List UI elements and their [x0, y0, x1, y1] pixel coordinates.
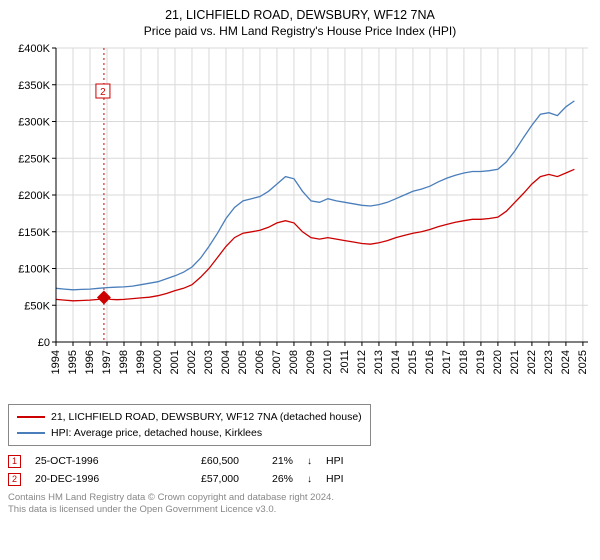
svg-text:2001: 2001: [169, 350, 181, 374]
legend-swatch: [17, 432, 45, 434]
legend-item: HPI: Average price, detached house, Kirk…: [17, 425, 362, 441]
transaction-row: 1 25-OCT-1996 £60,500 21% ↓ HPI: [8, 452, 592, 470]
svg-text:2002: 2002: [186, 350, 198, 374]
svg-text:2007: 2007: [271, 350, 283, 374]
transaction-pct: 26%: [253, 473, 293, 485]
transaction-row: 2 20-DEC-1996 £57,000 26% ↓ HPI: [8, 470, 592, 488]
footer-line1: Contains HM Land Registry data © Crown c…: [8, 492, 592, 504]
legend: 21, LICHFIELD ROAD, DEWSBURY, WF12 7NA (…: [8, 404, 371, 446]
svg-text:£50K: £50K: [24, 300, 50, 312]
svg-text:2025: 2025: [577, 350, 589, 374]
transaction-date: 20-DEC-1996: [35, 473, 145, 485]
svg-text:2021: 2021: [509, 350, 521, 374]
svg-text:£200K: £200K: [18, 190, 50, 202]
svg-text:£0: £0: [38, 337, 50, 349]
transaction-date: 25-OCT-1996: [35, 455, 145, 467]
svg-text:2006: 2006: [254, 350, 266, 374]
footer-attribution: Contains HM Land Registry data © Crown c…: [8, 492, 592, 516]
price-chart: £0 £50K £100K £150K £200K £250K £300K £350K £400…: [8, 42, 592, 398]
svg-text:£400K: £400K: [18, 43, 50, 55]
legend-label: HPI: Average price, detached house, Kirk…: [51, 425, 262, 441]
svg-text:1997: 1997: [101, 350, 113, 374]
transactions-table: 1 25-OCT-1996 £60,500 21% ↓ HPI 2 20-DEC-1996 £5…: [8, 452, 592, 488]
transaction-suffix: HPI: [326, 473, 344, 485]
legend-swatch: [17, 416, 45, 418]
svg-text:£150K: £150K: [18, 227, 50, 239]
svg-text:2022: 2022: [526, 350, 538, 374]
transaction-price: £57,000: [159, 473, 239, 485]
svg-text:2005: 2005: [237, 350, 249, 374]
svg-text:2009: 2009: [305, 350, 317, 374]
title-sub: Price paid vs. HM Land Registry's House …: [8, 24, 592, 38]
arrow-down-icon: ↓: [307, 456, 312, 467]
svg-text:2019: 2019: [475, 350, 487, 374]
svg-text:2014: 2014: [390, 350, 402, 374]
svg-text:£350K: £350K: [18, 80, 50, 92]
svg-text:2010: 2010: [322, 350, 334, 374]
svg-text:2016: 2016: [424, 350, 436, 374]
footer-line2: This data is licensed under the Open Gov…: [8, 504, 592, 516]
svg-text:2012: 2012: [356, 350, 368, 374]
transaction-pct: 21%: [253, 455, 293, 467]
svg-text:2023: 2023: [543, 350, 555, 374]
svg-text:1996: 1996: [84, 350, 96, 374]
svg-text:1999: 1999: [135, 350, 147, 374]
svg-text:1995: 1995: [67, 350, 79, 374]
svg-text:2024: 2024: [560, 350, 572, 374]
transaction-marker: 1: [8, 455, 21, 468]
svg-text:£300K: £300K: [18, 117, 50, 129]
svg-text:1994: 1994: [50, 350, 62, 374]
svg-text:£100K: £100K: [18, 264, 50, 276]
legend-item: 21, LICHFIELD ROAD, DEWSBURY, WF12 7NA (…: [17, 409, 362, 425]
svg-text:1998: 1998: [118, 350, 130, 374]
transaction-price: £60,500: [159, 455, 239, 467]
transaction-suffix: HPI: [326, 455, 344, 467]
arrow-down-icon: ↓: [307, 474, 312, 485]
svg-text:2020: 2020: [492, 350, 504, 374]
svg-text:2003: 2003: [203, 350, 215, 374]
svg-text:2004: 2004: [220, 350, 232, 374]
svg-text:2017: 2017: [441, 350, 453, 374]
legend-label: 21, LICHFIELD ROAD, DEWSBURY, WF12 7NA (…: [51, 409, 362, 425]
svg-text:2018: 2018: [458, 350, 470, 374]
transaction-marker: 2: [8, 473, 21, 486]
svg-text:£250K: £250K: [18, 153, 50, 165]
svg-text:2011: 2011: [339, 350, 351, 374]
svg-text:2015: 2015: [407, 350, 419, 374]
title-address: 21, LICHFIELD ROAD, DEWSBURY, WF12 7NA: [8, 8, 592, 22]
svg-text:2008: 2008: [288, 350, 300, 374]
svg-text:2013: 2013: [373, 350, 385, 374]
svg-text:2000: 2000: [152, 350, 164, 374]
svg-text:2: 2: [100, 87, 106, 98]
